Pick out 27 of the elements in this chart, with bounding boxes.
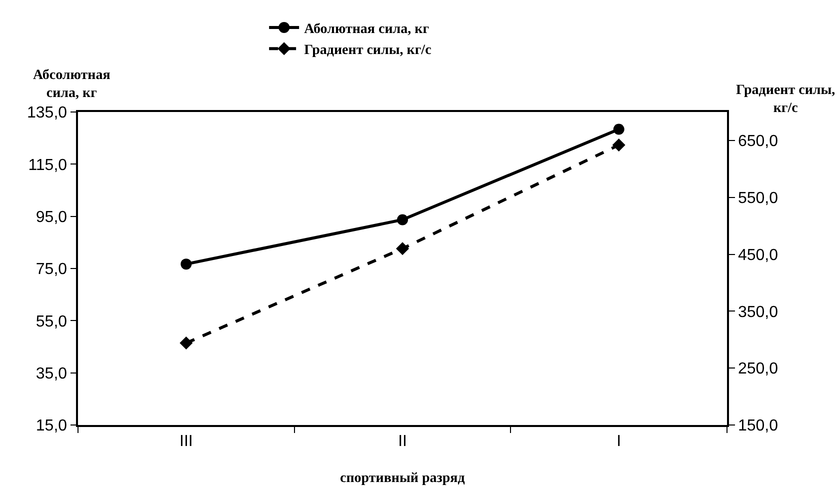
point	[613, 124, 624, 135]
y2-tick-label: 150,0	[738, 418, 778, 435]
y2-tick-label: 250,0	[738, 360, 778, 378]
legend-label: Градиент силы, кг/с	[304, 43, 432, 58]
x-tick-label: I	[616, 432, 622, 450]
point	[612, 138, 626, 152]
point	[180, 336, 193, 350]
point	[396, 242, 409, 256]
x-tick-label: II	[398, 432, 407, 450]
legend-label: Аболютная сила, кг	[304, 22, 430, 37]
x-tick-label: III	[180, 432, 193, 450]
point	[397, 214, 408, 226]
y2-tick-label: 650,0	[738, 133, 778, 150]
y2-tick-label: 550,0	[738, 190, 778, 207]
point	[180, 258, 192, 270]
y2-axis-title: Градиент силы, кг/с	[736, 83, 836, 116]
x-axis-title: спортивный разряд	[340, 471, 465, 486]
y-tick-label: 135,0	[27, 104, 68, 122]
y-tick-label: 35,0	[36, 365, 68, 382]
y-tick-label: 115,0	[28, 156, 68, 174]
y-tick-label: 75,0	[36, 261, 68, 278]
y-tick-label: 15,0	[36, 418, 68, 435]
y-tick-label: 95,0	[36, 208, 68, 226]
y2-tick-label: 450,0	[738, 246, 778, 264]
y2-tick-label: 350,0	[738, 304, 778, 321]
y-axis-title: Абсолютная сила, кг	[33, 68, 111, 102]
y-tick-label: 55,0	[36, 313, 68, 330]
